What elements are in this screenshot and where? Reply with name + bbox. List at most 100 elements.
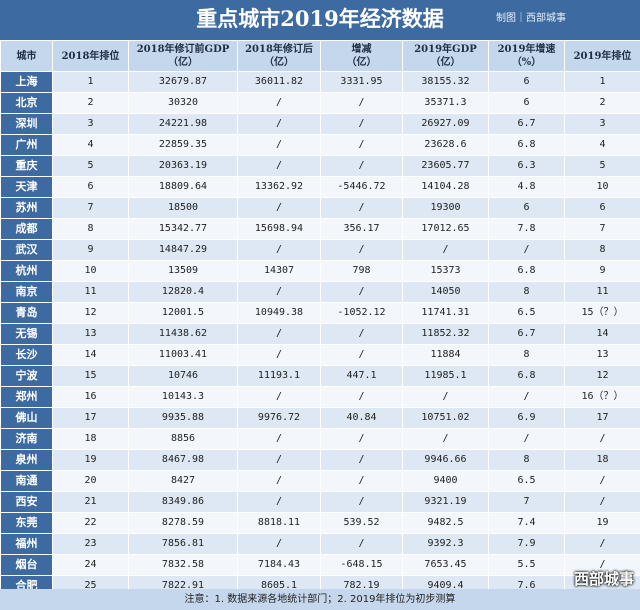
table-cell: 6: [564, 197, 640, 219]
table-cell: 40.84: [320, 407, 403, 429]
city-cell: 西安: [0, 491, 53, 513]
table-cell: 8: [488, 449, 565, 471]
table-cell: /: [237, 533, 321, 555]
table-cell: /: [320, 386, 403, 408]
table-cell: 20363.19: [128, 155, 238, 177]
table-cell: 9482.5: [402, 512, 489, 534]
table-cell: /: [488, 428, 565, 450]
page-title: 重点城市2019年经济数据: [196, 6, 444, 31]
city-cell: 苏州: [0, 197, 53, 219]
col-header: 2018年修订前GDP （亿）: [128, 40, 238, 72]
city-cell: 南通: [0, 470, 53, 492]
table-cell: /: [237, 92, 321, 114]
table-cell: 539.52: [320, 512, 403, 534]
table-row: 青岛 12 12001.5 10949.38 -1052.12 11741.31 6.5 15…: [0, 302, 640, 324]
table-row: 烟台 24 7832.58 7184.43 -648.15 7653.45 5.5/: [0, 554, 640, 576]
gdp-table: 城市 2018年排位 2018年修订前GDP （亿） 2018年修订后 （亿） …: [0, 40, 640, 597]
table-cell: /: [320, 344, 403, 366]
table-cell: 14: [564, 323, 640, 345]
table-cell: 23628.6: [402, 134, 489, 156]
city-cell: 武汉: [0, 239, 53, 261]
col-header: 城市: [0, 40, 53, 72]
table-cell: 10: [564, 176, 640, 198]
col-header: 增减 （亿）: [320, 40, 403, 72]
table-row: 北京 2 30320//35371.3 6 2: [0, 92, 640, 114]
table-cell: 5: [564, 155, 640, 177]
city-cell: 宁波: [0, 365, 53, 387]
table-cell: 5.5: [488, 554, 565, 576]
table-cell: /: [564, 428, 640, 450]
table-cell: /: [237, 470, 321, 492]
col-header: 2018年排位: [52, 40, 129, 72]
table-cell: 19: [52, 449, 129, 471]
col-header: 2019年增速 （%）: [488, 40, 565, 72]
table-cell: 6.8: [488, 134, 565, 156]
table-cell: 23605.77: [402, 155, 489, 177]
city-cell: 杭州: [0, 260, 53, 282]
table-cell: 8818.11: [237, 512, 321, 534]
table-cell: 21: [52, 491, 129, 513]
table-cell: 9392.3: [402, 533, 489, 555]
table-cell: /: [320, 428, 403, 450]
table-cell: 22: [52, 512, 129, 534]
table-cell: /: [564, 533, 640, 555]
table-row: 佛山 17 9935.88 9976.72 40.84 10751.02 6.9 17: [0, 407, 640, 429]
table-cell: 8: [564, 239, 640, 261]
table-cell: 7: [564, 218, 640, 240]
table-cell: 3: [52, 113, 129, 135]
table-cell: 8349.86: [128, 491, 238, 513]
table-cell: 4: [564, 134, 640, 156]
table-cell: 6: [52, 176, 129, 198]
table-cell: 2: [564, 92, 640, 114]
table-cell: /: [564, 491, 640, 513]
table-cell: 6.8: [488, 260, 565, 282]
table-cell: 3331.95: [320, 71, 403, 93]
table-cell: 8: [52, 218, 129, 240]
table-cell: 1: [52, 71, 129, 93]
city-cell: 北京: [0, 92, 53, 114]
table-cell: /: [237, 239, 321, 261]
table-cell: 14104.28: [402, 176, 489, 198]
table-cell: 13: [564, 344, 640, 366]
city-cell: 佛山: [0, 407, 53, 429]
table-cell: 11438.62: [128, 323, 238, 345]
table-cell: 35371.3: [402, 92, 489, 114]
table-cell: 15698.94: [237, 218, 321, 240]
table-cell: 13509: [128, 260, 238, 282]
table-cell: 10143.3: [128, 386, 238, 408]
table-row: 杭州 10 13509 14307 798 15373 6.8 9: [0, 260, 640, 282]
table-row: 武汉 9 14847.29// //8: [0, 239, 640, 261]
table-cell: /: [320, 197, 403, 219]
city-cell: 成都: [0, 218, 53, 240]
table-cell: 4.8: [488, 176, 565, 198]
table-cell: 19: [564, 512, 640, 534]
table-cell: 12: [52, 302, 129, 324]
table-cell: 32679.87: [128, 71, 238, 93]
table-row: 南通 20 8427//9400 6.5/: [0, 470, 640, 492]
table-header-row: 城市 2018年排位 2018年修订前GDP （亿） 2018年修订后 （亿） …: [0, 40, 640, 72]
table-cell: 7.9: [488, 533, 565, 555]
city-cell: 烟台: [0, 554, 53, 576]
table-cell: /: [402, 239, 489, 261]
table-cell: 11741.31: [402, 302, 489, 324]
city-cell: 南京: [0, 281, 53, 303]
city-cell: 泉州: [0, 449, 53, 471]
table-cell: 11: [564, 281, 640, 303]
table-cell: 6: [488, 71, 565, 93]
table-cell: 11003.41: [128, 344, 238, 366]
table-cell: /: [320, 113, 403, 135]
table-cell: /: [320, 281, 403, 303]
footnote: 注意：1. 数据来源各地统计部门；2. 2019年排位为初步测算: [184, 594, 456, 605]
city-cell: 郑州: [0, 386, 53, 408]
table-cell: 7.4: [488, 512, 565, 534]
table-cell: 7.8: [488, 218, 565, 240]
table-cell: 12: [564, 365, 640, 387]
table-cell: 10746: [128, 365, 238, 387]
table-row: 泉州 19 8467.98//9946.66 8 18: [0, 449, 640, 471]
table-row: 成都 8 15342.77 15698.94 356.17 17012.65 7.8 7: [0, 218, 640, 240]
table-cell: 8: [488, 281, 565, 303]
city-cell: 东莞: [0, 512, 53, 534]
table-row: 济南 18 8856// / / /: [0, 428, 640, 450]
table-cell: /: [320, 323, 403, 345]
table-cell: /: [237, 113, 321, 135]
